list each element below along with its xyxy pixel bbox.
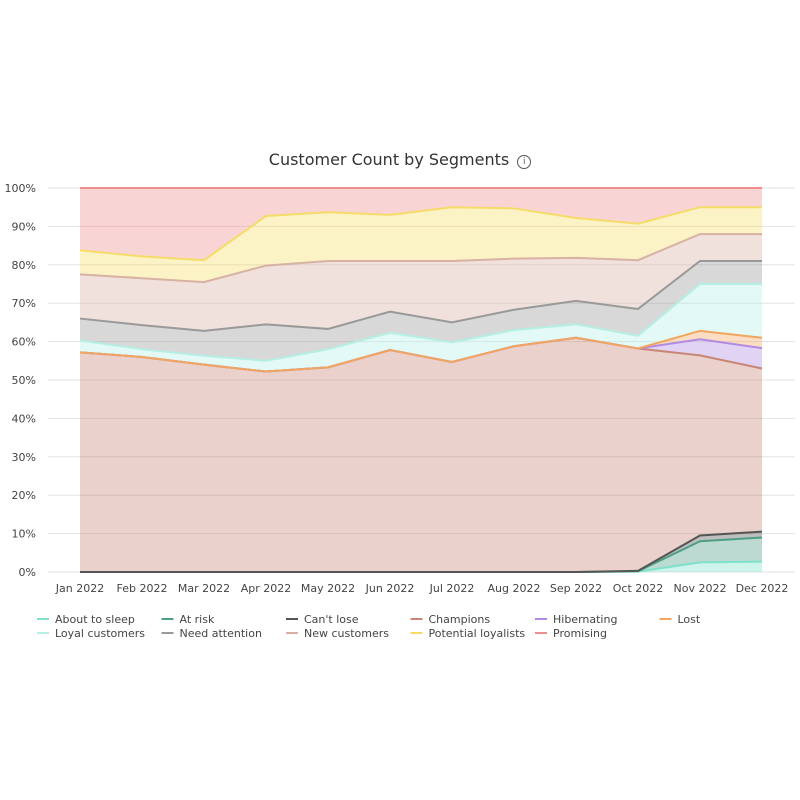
area-at-risk[interactable] <box>80 537 762 572</box>
y-tick-label: 50% <box>12 374 36 387</box>
y-tick-label: 0% <box>19 566 36 579</box>
area-loyal-customers[interactable] <box>80 284 762 372</box>
legend-item[interactable]: Hibernating <box>553 613 617 626</box>
series-line <box>80 560 763 573</box>
chart-title: Customer Count by Segments i <box>0 150 800 169</box>
series-line <box>80 530 763 573</box>
info-icon[interactable]: i <box>517 155 532 169</box>
series-line <box>80 536 763 573</box>
legend-item[interactable]: Potential loyalists <box>429 627 526 640</box>
y-tick-label: 100% <box>5 182 36 195</box>
chart-title-text: Customer Count by Segments <box>268 150 510 169</box>
series-line <box>79 336 763 373</box>
legend-item[interactable]: Champions <box>429 613 491 626</box>
area-can-t-lose[interactable] <box>80 531 762 572</box>
x-tick-label: Jun 2022 <box>365 582 415 595</box>
series-line <box>79 206 762 262</box>
area-hibernating[interactable] <box>80 337 762 372</box>
legend-item[interactable]: Need attention <box>180 627 262 640</box>
legend-item[interactable]: Loyal customers <box>55 627 145 640</box>
legend-item[interactable]: Lost <box>678 613 701 626</box>
x-tick-label: Sep 2022 <box>550 582 602 595</box>
area-lost[interactable] <box>80 330 762 372</box>
x-tick-label: Jul 2022 <box>429 582 475 595</box>
legend-item[interactable]: New customers <box>304 627 389 640</box>
area-new-customers[interactable] <box>80 234 762 331</box>
x-tick-label: Jan 2022 <box>55 582 104 595</box>
legend-item[interactable]: Promising <box>553 627 607 640</box>
x-tick-label: Oct 2022 <box>613 582 664 595</box>
x-tick-label: Apr 2022 <box>241 582 292 595</box>
y-tick-label: 80% <box>12 259 36 272</box>
area-about-to-sleep[interactable] <box>80 561 762 572</box>
y-tick-label: 90% <box>12 220 36 233</box>
x-tick-label: Dec 2022 <box>736 582 789 595</box>
legend-item[interactable]: At risk <box>180 613 215 626</box>
area-promising[interactable] <box>80 188 762 261</box>
y-tick-label: 40% <box>12 412 36 425</box>
legend-item[interactable]: Can't lose <box>304 613 359 626</box>
series-line <box>79 259 762 332</box>
x-tick-label: Aug 2022 <box>488 582 541 595</box>
x-tick-label: Mar 2022 <box>178 582 230 595</box>
series-line <box>79 329 763 373</box>
y-tick-label: 20% <box>12 489 36 502</box>
series-line <box>79 336 763 373</box>
series-line <box>79 283 762 362</box>
x-tick-label: Feb 2022 <box>117 582 168 595</box>
legend-item[interactable]: About to sleep <box>55 613 135 626</box>
area-champions[interactable] <box>80 337 762 572</box>
x-tick-label: May 2022 <box>301 582 355 595</box>
y-tick-label: 60% <box>12 336 36 349</box>
x-tick-label: Nov 2022 <box>674 582 727 595</box>
series-line <box>79 233 762 284</box>
area-need-attention[interactable] <box>80 260 762 361</box>
area-potential-loyalists[interactable] <box>80 207 762 283</box>
y-tick-label: 70% <box>12 297 36 310</box>
y-tick-label: 30% <box>12 451 36 464</box>
y-tick-label: 10% <box>12 528 36 541</box>
